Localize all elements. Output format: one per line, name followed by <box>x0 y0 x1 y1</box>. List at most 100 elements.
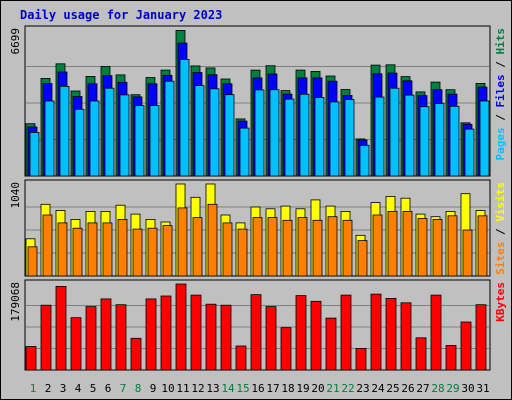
side-label-part: KBytes <box>494 282 507 322</box>
bar-kbytes-day-5 <box>85 306 97 371</box>
day-label-1: 1 <box>30 382 37 395</box>
bar-sites-day-16 <box>252 217 263 277</box>
bar-pages-day-1 <box>29 131 40 177</box>
day-label-17: 17 <box>266 382 279 395</box>
bar-pages-day-6 <box>104 87 115 177</box>
day-label-4: 4 <box>75 382 82 395</box>
bar-kbytes-day-2 <box>40 304 52 371</box>
side-label-part: / <box>494 222 507 242</box>
side-label-part: Visits <box>494 182 507 222</box>
bar-sites-day-22 <box>342 219 353 277</box>
bar-sites-day-27 <box>417 218 428 277</box>
day-label-25: 25 <box>386 382 399 395</box>
day-label-13: 13 <box>206 382 219 395</box>
day-label-27: 27 <box>416 382 429 395</box>
day-labels: 1 2 3 4 5 6 7 8 9 10 11 12 13 14 15 16 17 18 19 20 21 22 23 24 2… <box>30 382 490 395</box>
bar-pages-day-16 <box>254 89 265 177</box>
bar-sites-day-30 <box>462 229 473 277</box>
bar-kbytes-day-12 <box>190 294 202 371</box>
bar-pages-day-20 <box>314 97 325 177</box>
side-label-part: / <box>494 55 507 75</box>
day-label-23: 23 <box>356 382 369 395</box>
day-label-6: 6 <box>105 382 112 395</box>
bar-sites-day-18 <box>282 219 293 277</box>
day-label-15: 15 <box>236 382 249 395</box>
chart-title: Daily usage for January 2023 <box>20 8 222 22</box>
bar-kbytes-day-21 <box>325 317 337 371</box>
bar-kbytes-day-27 <box>415 337 427 371</box>
side-label-part: Hits <box>494 28 507 55</box>
day-label-20: 20 <box>311 382 324 395</box>
day-label-12: 12 <box>191 382 204 395</box>
bar-pages-day-3 <box>59 86 70 177</box>
bar-pages-day-25 <box>389 87 400 177</box>
side-label-part: / <box>494 108 507 128</box>
day-label-11: 11 <box>176 382 189 395</box>
bar-kbytes-day-6 <box>100 298 112 371</box>
day-label-24: 24 <box>371 382 385 395</box>
bar-kbytes-day-18 <box>280 327 292 371</box>
bar-sites-day-14 <box>222 222 233 277</box>
panel-max-label: 1040 <box>9 182 22 209</box>
bar-kbytes-day-7 <box>115 304 127 371</box>
bar-kbytes-day-20 <box>310 300 322 371</box>
bar-pages-day-27 <box>419 106 430 177</box>
day-label-19: 19 <box>296 382 309 395</box>
bar-pages-day-10 <box>164 80 175 177</box>
panel-3: 179068 KBytes <box>9 279 507 371</box>
bar-sites-day-26 <box>402 210 413 277</box>
bar-kbytes-day-16 <box>250 294 262 371</box>
bar-pages-day-31 <box>479 100 490 177</box>
panel-side-label: Pages / Files / Hits <box>494 28 507 161</box>
day-label-5: 5 <box>90 382 97 395</box>
bar-sites-day-7 <box>117 218 128 277</box>
bar-sites-day-13 <box>207 203 218 277</box>
bar-pages-day-9 <box>149 105 160 177</box>
day-label-14: 14 <box>221 382 235 395</box>
day-label-26: 26 <box>401 382 414 395</box>
day-label-8: 8 <box>135 382 142 395</box>
bar-pages-day-21 <box>329 101 340 177</box>
bar-kbytes-day-22 <box>340 294 352 371</box>
chart-panels: 6699 Pages / Files / Hits 1040 Sites / Visi… <box>9 25 507 371</box>
bar-kbytes-day-13 <box>205 303 217 371</box>
bar-sites-day-12 <box>192 217 203 277</box>
bar-kbytes-day-1 <box>25 346 37 371</box>
day-label-2: 2 <box>45 382 52 395</box>
bar-sites-day-6 <box>102 222 113 277</box>
bar-sites-day-11 <box>177 207 188 277</box>
day-label-30: 30 <box>461 382 474 395</box>
bar-sites-day-1 <box>27 246 38 277</box>
day-label-9: 9 <box>150 382 157 395</box>
bar-pages-day-8 <box>134 105 145 177</box>
bar-kbytes-day-29 <box>445 345 457 371</box>
day-label-21: 21 <box>326 382 339 395</box>
bar-sites-day-21 <box>327 216 338 277</box>
bar-sites-day-2 <box>42 214 53 277</box>
bar-sites-day-20 <box>312 219 323 277</box>
bar-sites-day-29 <box>447 215 458 277</box>
day-label-10: 10 <box>161 382 174 395</box>
bar-pages-day-12 <box>194 85 205 177</box>
bar-pages-day-26 <box>404 94 415 177</box>
day-label-7: 7 <box>120 382 127 395</box>
day-label-28: 28 <box>431 382 444 395</box>
bar-pages-day-30 <box>464 128 475 177</box>
bar-kbytes-day-28 <box>430 294 442 371</box>
bar-kbytes-day-15 <box>235 345 247 371</box>
bar-pages-day-24 <box>374 96 385 177</box>
bar-kbytes-day-11 <box>175 283 187 371</box>
bar-kbytes-day-30 <box>460 321 472 371</box>
panel-side-label: Sites / Visits <box>494 182 507 275</box>
day-label-3: 3 <box>60 382 67 395</box>
bar-pages-day-14 <box>224 94 235 177</box>
panel-max-label: 6699 <box>9 28 22 55</box>
bar-pages-day-22 <box>344 99 355 177</box>
bar-sites-day-19 <box>297 217 308 277</box>
panel-side-label: KBytes <box>494 282 507 322</box>
panel-2: 1040 Sites / Visits <box>9 179 507 277</box>
day-label-18: 18 <box>281 382 294 395</box>
bar-sites-day-24 <box>372 214 383 277</box>
bar-kbytes-day-10 <box>160 295 172 371</box>
